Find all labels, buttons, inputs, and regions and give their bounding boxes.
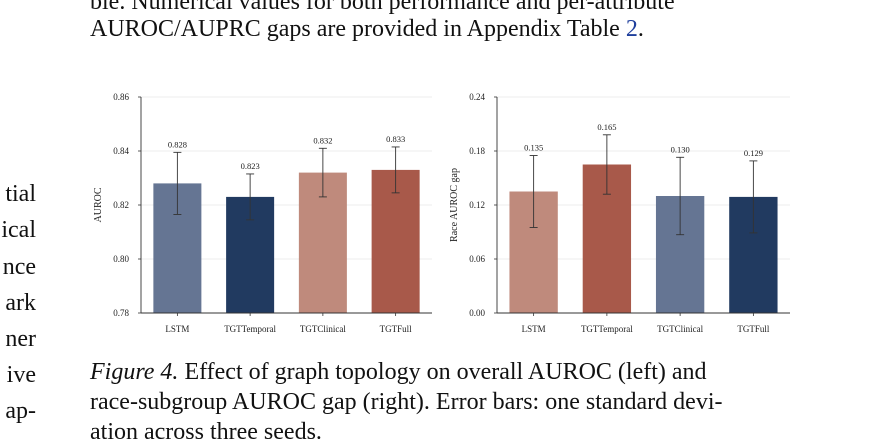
gap-y-tick-label: 0.18 (469, 146, 485, 156)
gap-value-label: 0.129 (744, 148, 763, 158)
left-column-fragment: ive (6, 362, 36, 388)
auroc-value-label: 0.828 (168, 139, 187, 149)
paper-top-line-2-period: . (637, 16, 644, 42)
gap-x-tick-label: TGTTemporal (581, 324, 633, 334)
gap-chart: 0.00 0.06 0.12 0.18 0.24 Race AUROC gap 0.135 L… (449, 92, 790, 334)
gap-y-tick-label: 0.24 (469, 92, 485, 102)
figure-caption-line-2: race-subgroup AUROC gap (right). Error b… (90, 389, 723, 415)
left-column-fragment: ner (5, 326, 36, 352)
gap-value-label: 0.135 (524, 143, 543, 153)
auroc-value-label: 0.832 (313, 135, 332, 145)
auroc-x-tick-label: TGTFull (380, 324, 413, 334)
auroc-x-tick-label: TGTTemporal (224, 324, 276, 334)
figure-caption-line-1: Figure 4. Effect of graph topology on ov… (90, 357, 707, 387)
auroc-value-label: 0.823 (241, 161, 260, 171)
gap-value-label: 0.130 (671, 144, 690, 154)
left-column-fragment: tial (5, 181, 36, 207)
gap-value-label: 0.165 (597, 122, 616, 132)
gap-x-tick-label: TGTClinical (657, 324, 703, 334)
left-column-fragment: ap- (5, 398, 36, 424)
paper-top-line-1: ble. Numerical values for both performan… (90, 0, 675, 15)
figure-charts: 0.78 0.80 0.82 0.84 0.86 AUROC 0.828 LSTM 0.823 T… (93, 92, 790, 334)
auroc-y-tick-label: 0.84 (113, 146, 129, 156)
auroc-bar-tgtfull (371, 169, 420, 313)
gap-y-tick-label: 0.00 (469, 308, 485, 318)
paper-top-line-2: AUROC/AUPRC gaps are provided in Appendi… (90, 14, 644, 44)
auroc-y-tick-label: 0.86 (113, 92, 129, 102)
left-column-fragment: ical (1, 217, 36, 243)
gap-y-tick-label: 0.12 (469, 200, 485, 210)
left-column-fragment: ark (5, 290, 36, 316)
gap-y-axis-label: Race AUROC gap (449, 168, 460, 242)
gap-x-tick-label: LSTM (522, 324, 546, 334)
auroc-y-axis-label: AUROC (93, 187, 104, 222)
auroc-value-label: 0.833 (386, 134, 405, 144)
figure-label: Figure 4. (90, 359, 179, 385)
gap-x-tick-label: TGTFull (737, 324, 770, 334)
auroc-chart: 0.78 0.80 0.82 0.84 0.86 AUROC 0.828 LSTM 0.823 T… (93, 92, 432, 334)
gap-y-tick-label: 0.06 (469, 254, 485, 264)
paper-top-line-2-text: AUROC/AUPRC gaps are provided in Appendi… (90, 16, 626, 42)
auroc-y-tick-label: 0.80 (113, 254, 129, 264)
auroc-x-tick-label: TGTClinical (300, 324, 346, 334)
caption-text-1: Effect of graph topology on overall AURO… (178, 359, 707, 385)
auroc-y-tick-label: 0.78 (113, 308, 129, 318)
left-column-fragment: nce (2, 254, 36, 280)
auroc-y-tick-label: 0.82 (113, 200, 129, 210)
appendix-table-link[interactable]: 2 (625, 16, 638, 42)
auroc-x-tick-label: LSTM (165, 324, 189, 334)
